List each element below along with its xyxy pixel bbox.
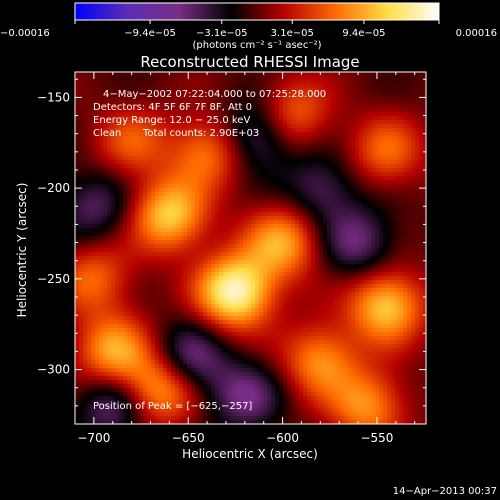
heatmap-image [75, 72, 426, 424]
annotation-total-counts: Total counts: 2.90E+03 [142, 128, 259, 139]
y-tick-label: −150 [37, 90, 70, 104]
x-tick-label: −650 [172, 431, 205, 445]
y-tick-label: −250 [37, 272, 70, 286]
colorbar-tick-label: 0.00016 [456, 28, 497, 39]
colorbar-ticks: −0.00016 −9.4e−05 −3.1e−05 3.1e−05 9.4e−05 0.… [0, 20, 497, 39]
y-axis: −150 −200 −250 −300 [37, 78, 426, 425]
colorbar-tick-label: 9.4e−05 [342, 28, 385, 39]
colorbar-tick-label: −0.00016 [0, 28, 50, 39]
image-annotations: 4−May−2002 07:22:04.000 to 07:25:28.000 … [93, 89, 326, 412]
annotation-detectors: Detectors: 4F 5F 6F 7F 8F, Att 0 [93, 102, 252, 113]
x-axis-label: Heliocentric X (arcsec) [182, 447, 318, 461]
annotation-time-range: 4−May−2002 07:22:04.000 to 07:25:28.000 [103, 89, 326, 100]
plot-frame [74, 71, 427, 425]
colorbar-tick-label: −9.4e−05 [124, 28, 176, 39]
footer-timestamp: 14−Apr−2013 00:37 [393, 486, 497, 497]
x-axis: −700 −650 −600 −550 [74, 72, 416, 445]
x-tick-label: −550 [360, 431, 393, 445]
x-tick-label: −700 [77, 431, 110, 445]
x-tick-label: −600 [266, 431, 299, 445]
y-tick-label: −300 [37, 363, 70, 377]
colorbar [74, 2, 440, 21]
annotation-clean: Clean [93, 128, 121, 139]
y-axis-label: Heliocentric Y (arcsec) [15, 183, 29, 318]
colorbar-tick-label: −3.1e−05 [196, 28, 248, 39]
annotation-energy-range: Energy Range: 12.0 − 25.0 keV [93, 115, 250, 126]
annotation-peak-position: Position of Peak = [−625,−257] [93, 401, 252, 412]
colorbar-tick-label: 3.1e−05 [271, 28, 314, 39]
y-tick-label: −200 [37, 181, 70, 195]
chart-title: Reconstructed RHESSI Image [140, 53, 359, 71]
colorbar-units: (photons cm⁻² s⁻¹ asec⁻²) [192, 40, 321, 51]
